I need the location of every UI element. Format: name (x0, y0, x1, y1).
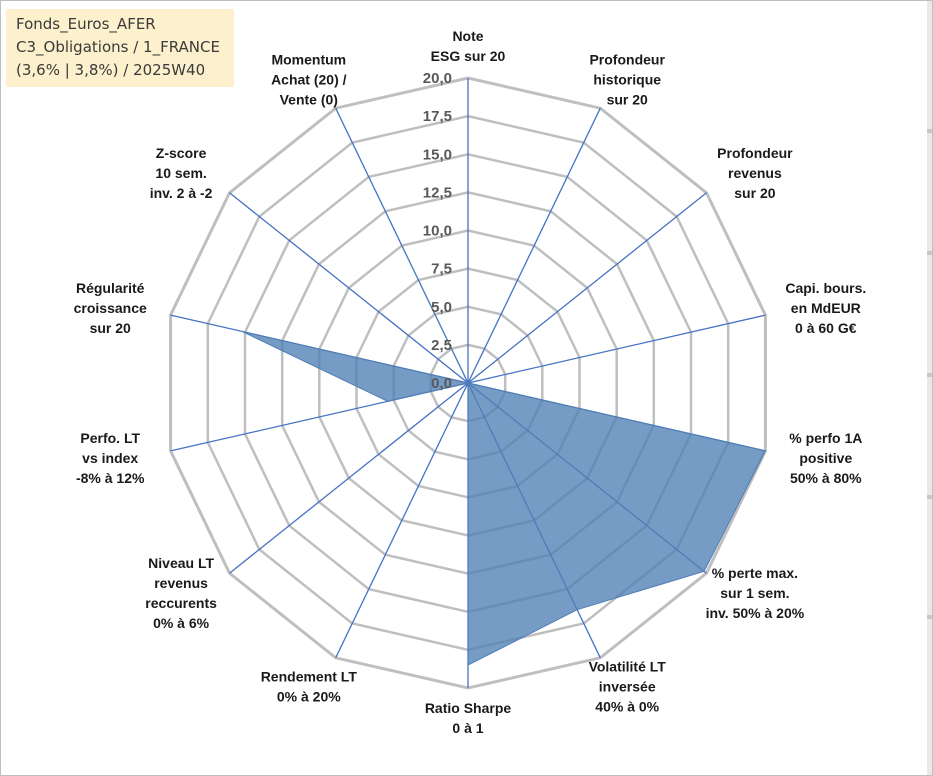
radial-tick-label: 20,0 (423, 70, 452, 87)
axis-label: Z-score 10 sem. inv. 2 à -2 (150, 145, 213, 201)
series-point (467, 664, 469, 666)
axis-spoke (229, 382, 469, 574)
radial-tick-label: 7,5 (431, 261, 452, 278)
series-point (764, 450, 766, 452)
axis-label: % perfo 1A positive 50% à 80% (789, 430, 862, 486)
axis-spoke (229, 192, 469, 384)
radial-tick-label: 12,5 (423, 184, 452, 201)
scrollbar-marker (927, 615, 932, 619)
axis-spoke (467, 107, 601, 384)
radial-tick-label: 5,0 (431, 299, 452, 316)
series-point (401, 245, 403, 247)
radial-tick-label: 0,0 (431, 375, 452, 392)
series-point (241, 330, 243, 332)
chart-title-box: Fonds_Euros_AFER C3_Obligations / 1_FRAN… (6, 9, 234, 87)
axis-label: % perte max. sur 1 sem. inv. 50% à 20% (706, 565, 805, 621)
axis-spoke (467, 192, 707, 384)
radial-tick-label: 2,5 (431, 337, 452, 354)
radial-tick-label: 10,0 (423, 223, 452, 240)
scrollbar-marker (927, 251, 932, 255)
radial-tick-label: 15,0 (423, 146, 452, 163)
series-point (576, 609, 578, 611)
series-point (387, 400, 389, 402)
axis-label: Profondeur historique sur 20 (589, 51, 665, 107)
axis-label: Volatilité LT inversée 40% à 0% (589, 659, 667, 715)
series-point (467, 382, 469, 384)
axis-label: Capi. bours. en MdEUR 0 à 60 G€ (785, 280, 866, 336)
series-point (703, 570, 705, 572)
axis-label: Rendement LT 0% à 20% (261, 669, 358, 705)
axis-spoke (467, 314, 766, 384)
chart-title-line-1: Fonds_Euros_AFER (16, 15, 156, 33)
chart-title-line-2: C3_Obligations / 1_FRANCE (16, 38, 220, 56)
axis-label: Niveau LT revenus reccurents 0% à 6% (145, 555, 217, 631)
axis-label: Momentum Achat (20) / Vente (0) (271, 51, 347, 107)
axis-label: Régularité croissance sur 20 (74, 280, 147, 336)
scrollbar-marker (927, 129, 932, 133)
vertical-scrollbar[interactable] (927, 1, 932, 775)
axis-label: Note ESG sur 20 (431, 28, 506, 64)
scrollbar-marker (927, 495, 932, 499)
scrollbar-marker (927, 373, 932, 377)
chart-title-line-3: (3,6% | 3,8%) / 2025W40 (16, 61, 206, 79)
radial-tick-label: 17,5 (423, 108, 452, 125)
axis-label: Perfo. LT vs index -8% à 12% (76, 430, 145, 486)
axis-label: Profondeur revenus sur 20 (717, 145, 793, 201)
axis-label: Ratio Sharpe 0 à 1 (425, 700, 512, 736)
axis-spoke (335, 382, 469, 659)
